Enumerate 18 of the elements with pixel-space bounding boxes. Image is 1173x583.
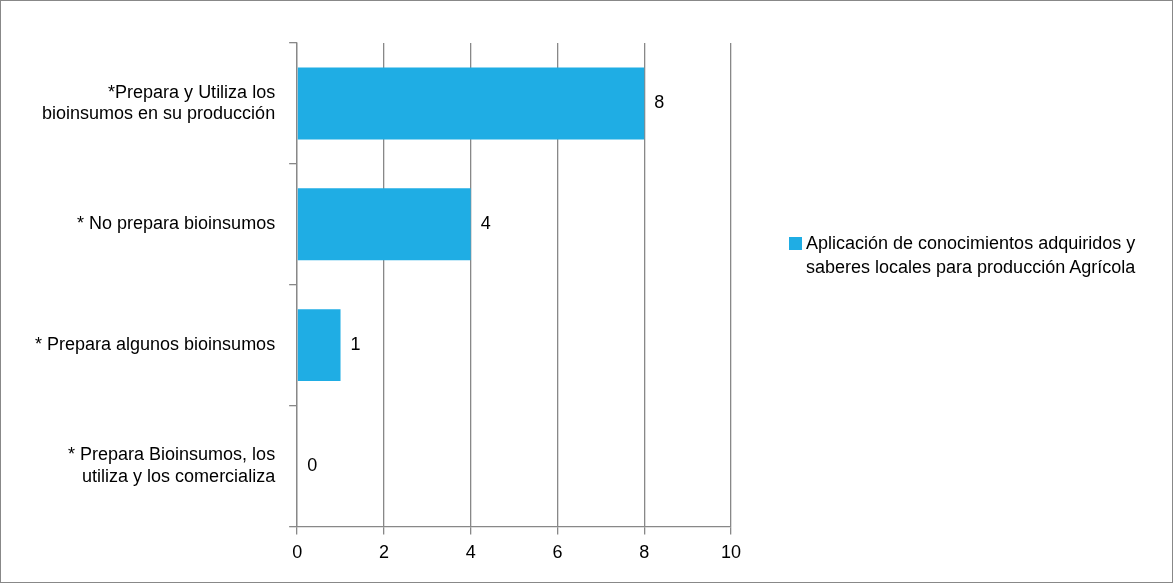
x-tick-label: 8 xyxy=(639,542,650,563)
x-tick-label: 10 xyxy=(720,542,742,563)
x-tick-label: 0 xyxy=(292,542,303,563)
bar xyxy=(297,188,471,261)
y-tick-label: * Prepara algunos bioinsumos xyxy=(34,334,276,355)
x-tick-label: 6 xyxy=(552,542,563,563)
data-label: 0 xyxy=(307,454,318,475)
y-tick-label: * Prepara Bioinsumos, los utiliza y los comercializa xyxy=(68,444,277,486)
x-tick-label: 4 xyxy=(465,542,476,563)
data-label: 1 xyxy=(350,334,361,355)
x-tick-label: 2 xyxy=(378,542,389,563)
data-label: 4 xyxy=(480,213,491,234)
legend-label: Aplicación de conocimientos adquiridos y saberes locales para producción Agrícola xyxy=(806,232,1137,279)
data-label: 8 xyxy=(654,92,665,113)
bar xyxy=(297,309,341,382)
y-tick-label: *Prepara y Utiliza los bioinsumos en su producción xyxy=(42,81,276,124)
y-tick-label: * No prepara bioinsumos xyxy=(77,213,276,234)
bar xyxy=(297,67,645,140)
